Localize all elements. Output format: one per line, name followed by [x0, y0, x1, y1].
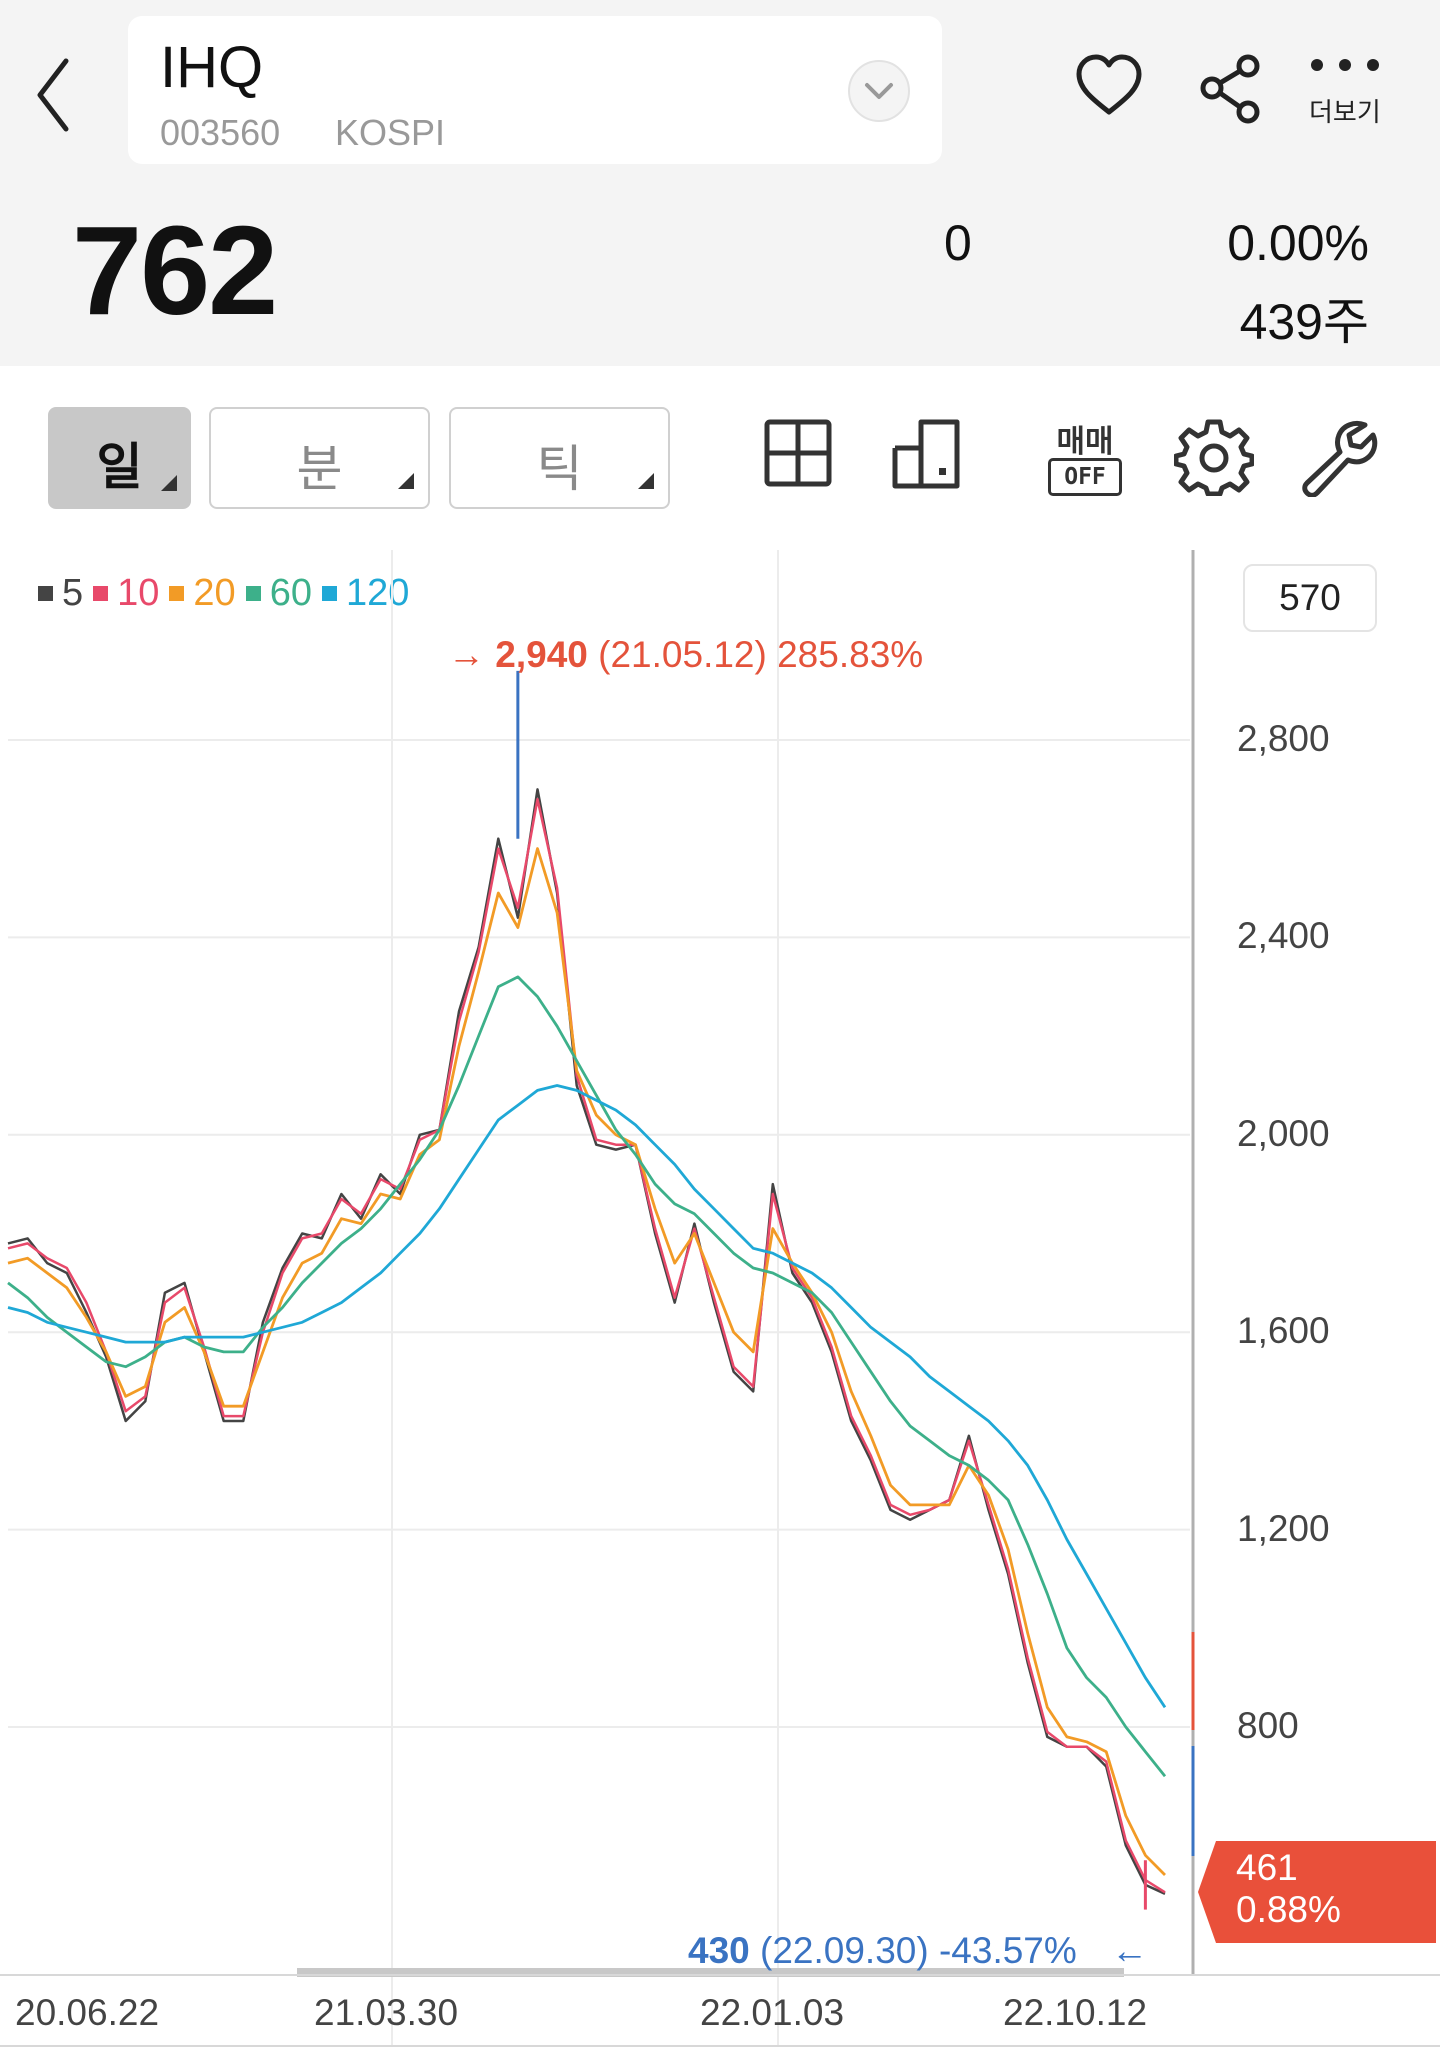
- period-minute-label: 분: [296, 440, 343, 498]
- layout-icon[interactable]: [891, 418, 963, 490]
- y-tick-label: 1,200: [1237, 1507, 1330, 1549]
- price-change-percent: 0.00%: [1227, 215, 1369, 271]
- legend-label: 20: [193, 572, 236, 614]
- period-day-label: 일: [96, 438, 143, 496]
- chart-legend: 5 10 20 60 120: [38, 572, 419, 615]
- last-price-tag: 461 0.88%: [1198, 1841, 1436, 1943]
- chart-plot[interactable]: [0, 550, 1440, 2065]
- x-tick-label: 21.03.30: [314, 1992, 459, 2033]
- price-change: 0: [944, 215, 972, 271]
- legend-item-ma10: 10: [93, 572, 159, 615]
- trade-toggle-bottom-label: OFF: [1048, 458, 1122, 496]
- chevron-down-icon: [865, 83, 893, 99]
- legend-item-ma5: 5: [38, 572, 83, 615]
- x-tick-label: 20.06.22: [15, 1992, 160, 2033]
- last-price-text: 461 0.88%: [1236, 1847, 1341, 1931]
- legend-label: 120: [345, 572, 410, 614]
- heart-icon[interactable]: [1073, 50, 1145, 122]
- stock-market: KOSPI: [335, 112, 446, 153]
- high-annotation: → 2,940 (21.05.12) 285.83%: [448, 634, 923, 676]
- y-tick-label: 1,600: [1237, 1310, 1330, 1352]
- y-tick-label: 800: [1237, 1705, 1299, 1746]
- grid-icon[interactable]: [763, 418, 833, 488]
- trade-toggle-top-label: 매매: [1056, 424, 1114, 460]
- current-level-box: 570: [1243, 564, 1377, 632]
- low-percent: -43.57%: [938, 1930, 1077, 1971]
- high-percent: 285.83%: [777, 634, 924, 675]
- low-value: 430: [688, 1930, 750, 1971]
- legend-item-ma20: 20: [169, 572, 236, 615]
- corner-triangle-icon: [638, 473, 654, 489]
- wrench-icon[interactable]: [1299, 417, 1379, 497]
- back-arrow-icon[interactable]: [30, 55, 78, 135]
- legend-swatch: [93, 586, 109, 601]
- chart-toolbar: 일 분 틱 매매 OFF: [0, 366, 1440, 552]
- legend-label: 10: [117, 572, 160, 614]
- current-price: 762: [72, 200, 278, 341]
- right-arrow-icon: →: [448, 634, 485, 675]
- legend-item-ma120: 120: [321, 572, 410, 615]
- corner-triangle-icon: [161, 475, 177, 491]
- legend-swatch: [38, 586, 53, 601]
- period-minute-button[interactable]: 분: [209, 407, 430, 509]
- high-date: (21.05.12): [598, 634, 767, 675]
- series-line-ma10: [7, 797, 1166, 1894]
- more-label[interactable]: 더보기: [1309, 98, 1381, 128]
- x-tick-label: 22.10.12: [1003, 1992, 1148, 2033]
- settings-icon[interactable]: [1174, 416, 1254, 496]
- last-price-tag-shape: [1198, 1841, 1436, 1943]
- x-tick-label: 22.01.03: [700, 1992, 845, 2033]
- high-value: 2,940: [495, 634, 588, 675]
- stock-code: 003560: [160, 112, 281, 153]
- period-tick-button[interactable]: 틱: [449, 407, 670, 509]
- last-price-value: 461: [1236, 1847, 1298, 1888]
- price-chart[interactable]: 5 10 20 60 120 570 2,800 2,400 2,000 1,600 1…: [0, 550, 1440, 2065]
- y-tick-label: 2,800: [1237, 718, 1330, 759]
- stock-dropdown-button[interactable]: [848, 60, 910, 122]
- y-tick-label: 2,000: [1237, 1112, 1330, 1154]
- low-date: (22.09.30): [760, 1930, 929, 1971]
- stock-name: IHQ: [160, 35, 264, 100]
- corner-triangle-icon: [398, 473, 414, 489]
- y-tick-label: 2,400: [1237, 915, 1330, 957]
- legend-swatch: [169, 586, 185, 601]
- low-annotation: 430 (22.09.30) -43.57% ←: [688, 1930, 1148, 1972]
- series-line-ma60: [7, 975, 1167, 1778]
- legend-swatch: [245, 586, 261, 601]
- series-line-ma120: [7, 1084, 1167, 1709]
- period-day-button[interactable]: 일: [48, 407, 191, 509]
- series-line-ma5: [7, 788, 1166, 1895]
- share-icon[interactable]: [1194, 50, 1270, 126]
- stock-header: IHQ 003560 KOSPI 더보기 762 0 0.00% 439주: [0, 0, 1440, 366]
- legend-label: 5: [62, 572, 84, 614]
- more-dots-icon[interactable]: [1305, 55, 1385, 75]
- last-price-percent: 0.88%: [1236, 1889, 1341, 1930]
- trade-volume: 439주: [1239, 294, 1369, 350]
- left-arrow-icon: ←: [1111, 1930, 1149, 1971]
- horizontal-scrollbar[interactable]: [297, 1968, 1124, 1977]
- period-tick-label: 틱: [536, 440, 583, 498]
- legend-label: 60: [269, 572, 312, 614]
- legend-item-ma60: 60: [245, 572, 312, 615]
- stock-selector[interactable]: IHQ 003560 KOSPI: [128, 16, 942, 164]
- legend-swatch: [321, 586, 337, 601]
- trade-toggle-icon[interactable]: 매매 OFF: [1046, 416, 1124, 496]
- series-line-ma20: [7, 847, 1166, 1876]
